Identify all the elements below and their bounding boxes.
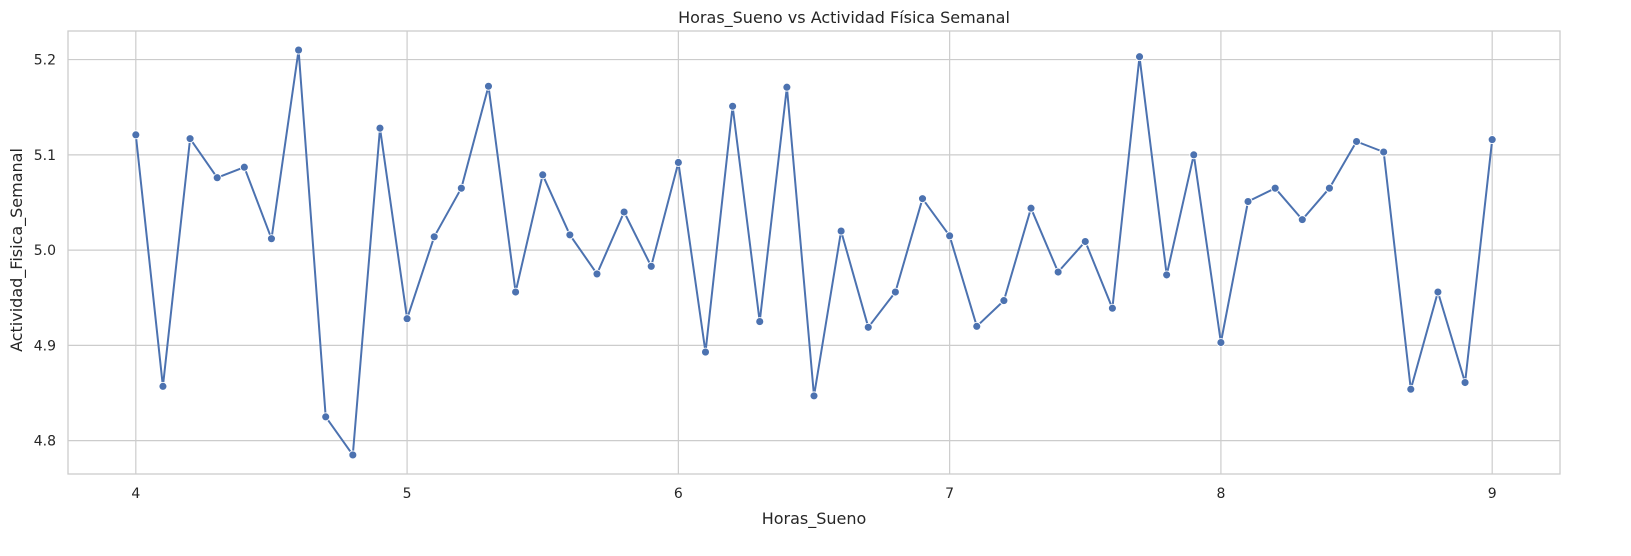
data-point <box>484 81 493 91</box>
data-point <box>402 314 412 324</box>
plot-frame <box>67 30 1561 475</box>
data-point <box>267 234 276 244</box>
y-axis-label: Actividad_Fisica_Semanal <box>7 148 27 352</box>
data-point <box>863 322 873 332</box>
data-point <box>836 226 846 236</box>
data-point <box>131 130 141 140</box>
data-point <box>619 207 629 217</box>
data-point <box>646 261 656 271</box>
data-point <box>158 381 168 391</box>
data-point <box>1324 183 1334 193</box>
series-markers <box>131 45 1497 460</box>
x-axis-ticks: 4 5 6 7 8 9 <box>131 486 1496 502</box>
data-point <box>212 173 222 183</box>
data-point <box>1460 378 1470 387</box>
data-point <box>809 391 819 401</box>
data-point <box>185 134 195 144</box>
data-point <box>1379 147 1389 157</box>
data-point <box>972 321 982 331</box>
data-point <box>673 158 683 167</box>
y-tick-label: 4.8 <box>34 434 56 450</box>
chart-title: Horas_Sueno vs Actividad Física Semanal <box>678 8 1010 28</box>
y-tick-label: 5.0 <box>34 243 56 259</box>
data-point <box>999 296 1009 306</box>
data-point <box>1270 183 1280 193</box>
data-point <box>755 317 765 327</box>
data-point <box>1162 270 1172 280</box>
x-tick-label: 8 <box>1216 486 1225 502</box>
x-tick-label: 4 <box>131 486 140 502</box>
data-point <box>1135 52 1144 62</box>
data-point <box>1297 215 1307 225</box>
y-tick-label: 4.9 <box>34 338 56 354</box>
x-tick-label: 5 <box>403 486 412 502</box>
data-point <box>429 232 439 242</box>
data-point <box>782 82 792 92</box>
y-tick-label: 5.1 <box>34 148 56 164</box>
data-point <box>728 101 738 111</box>
data-point <box>375 123 385 133</box>
y-axis-ticks: 4.8 4.9 5.0 5.1 5.2 <box>34 53 56 450</box>
data-point <box>1352 137 1361 146</box>
x-axis-label: Horas_Sueno <box>762 509 867 529</box>
data-point <box>592 269 602 279</box>
data-point <box>918 194 927 204</box>
data-point <box>538 170 548 180</box>
data-point <box>1107 303 1117 313</box>
data-point <box>1406 384 1416 394</box>
x-tick-label: 9 <box>1488 486 1497 502</box>
data-point <box>239 162 249 172</box>
data-point <box>890 287 900 297</box>
data-point <box>321 412 331 422</box>
y-tick-label: 5.2 <box>34 53 56 69</box>
grid-lines <box>68 31 1560 474</box>
data-point <box>1243 197 1253 206</box>
data-point <box>294 45 304 55</box>
data-point <box>1433 287 1443 297</box>
data-point <box>1080 237 1090 246</box>
data-point <box>1053 267 1063 277</box>
data-point <box>456 183 466 193</box>
x-tick-label: 7 <box>945 486 954 502</box>
data-point <box>1189 150 1199 160</box>
data-point <box>945 231 955 241</box>
data-point <box>348 450 358 460</box>
data-point <box>701 347 710 357</box>
data-point <box>1026 203 1036 213</box>
data-point <box>565 230 575 240</box>
data-point <box>1216 338 1226 347</box>
x-tick-label: 6 <box>674 486 683 502</box>
data-point <box>1487 135 1497 145</box>
data-point <box>511 287 521 297</box>
